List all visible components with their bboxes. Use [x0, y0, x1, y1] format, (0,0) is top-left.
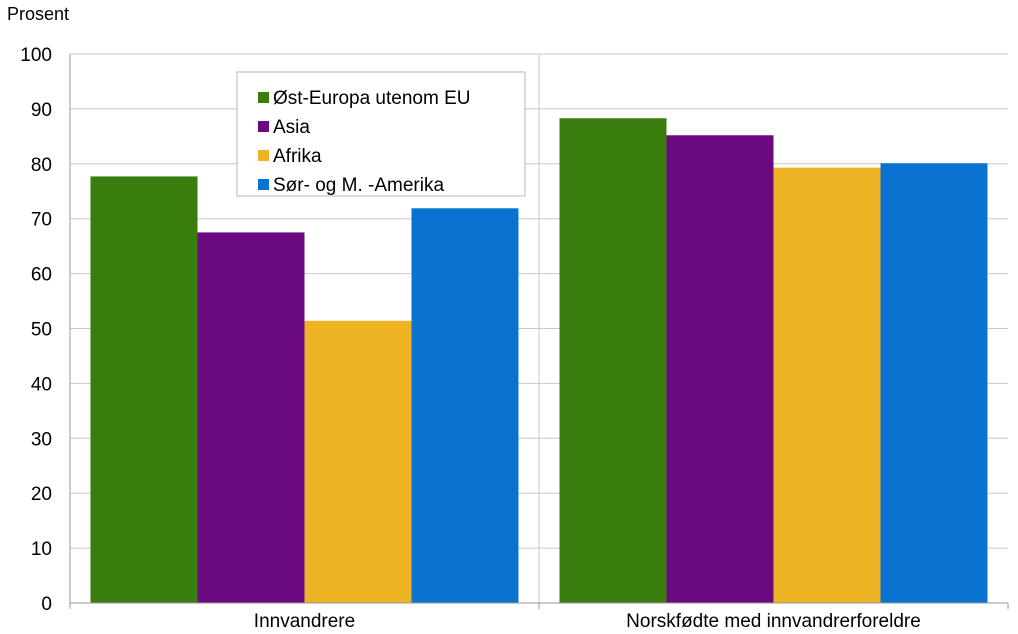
y-tick-label: 40: [31, 374, 52, 395]
bar-1-2: [559, 118, 667, 603]
bar-3-2: [773, 167, 881, 603]
x-tick-label: Norskfødte med innvandrerforeldre: [626, 611, 921, 632]
y-tick-label: 100: [20, 45, 52, 66]
legend-swatch: [258, 150, 269, 161]
axes: [69, 54, 1009, 609]
y-tick-labels: 0 10 20 30 40 50 60 70 80 90 100: [20, 45, 52, 615]
legend-label: Afrika: [273, 146, 322, 167]
y-tick-label: 70: [31, 210, 52, 231]
legend-label: Sør- og M. -Amerika: [273, 175, 444, 196]
bar-4-1: [411, 208, 519, 604]
y-tick-label: 20: [31, 484, 52, 505]
legend-swatch: [258, 121, 269, 132]
y-axis-label: Prosent: [7, 4, 69, 24]
bar-3-1: [304, 320, 412, 603]
bar-4-2: [880, 163, 988, 603]
legend-box: [236, 71, 526, 197]
legend: Øst-Europa utenom EU Asia Afrika Sør- og M.…: [236, 71, 526, 197]
bar-1-1: [90, 176, 198, 603]
bar-2-1: [197, 232, 305, 604]
x-tick-label: Innvandrere: [254, 611, 355, 632]
bars: [90, 118, 988, 604]
x-tick-labels: Innvandrere Norskfødte med innvandrerfore…: [254, 611, 921, 632]
y-tick-label: 50: [31, 320, 52, 341]
legend-swatch: [258, 92, 269, 103]
bar-2-2: [666, 135, 774, 603]
legend-swatch: [258, 179, 269, 190]
y-tick-label: 10: [31, 539, 52, 560]
y-tick-label: 30: [31, 429, 52, 450]
y-tick-label: 80: [31, 155, 52, 176]
legend-label: Asia: [273, 117, 310, 138]
legend-label: Øst-Europa utenom EU: [273, 88, 470, 109]
y-tick-label: 60: [31, 265, 52, 286]
y-tick-label: 0: [41, 594, 52, 615]
y-tick-label: 90: [31, 100, 52, 121]
